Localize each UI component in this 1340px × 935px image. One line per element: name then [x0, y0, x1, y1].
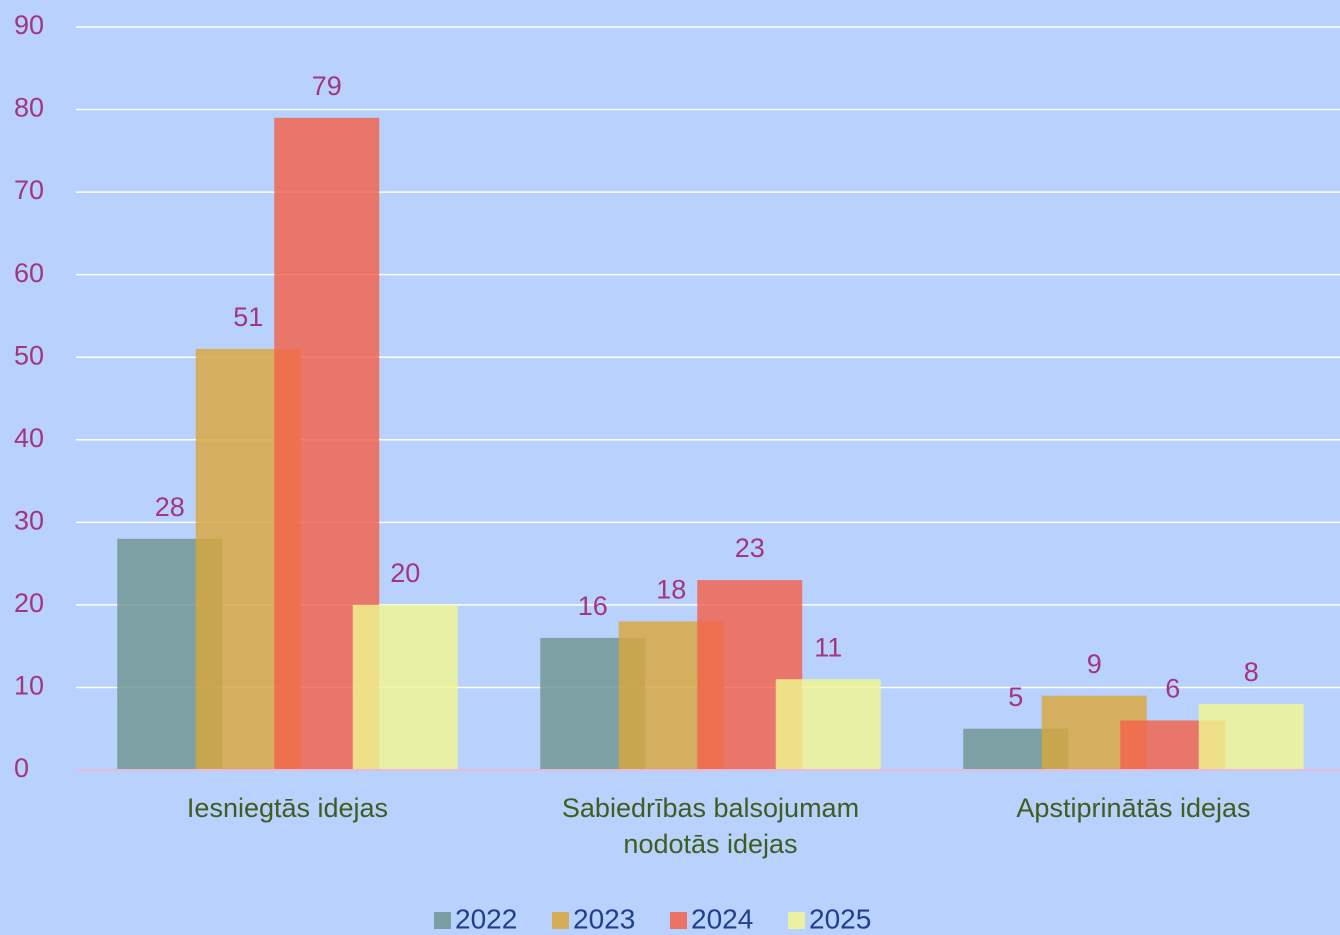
- data-label: 16: [578, 591, 608, 621]
- data-label: 51: [233, 302, 263, 332]
- y-tick-label: 80: [14, 93, 44, 123]
- x-tick-label: Apstiprinātās idejas: [1016, 793, 1251, 823]
- legend-label: 2023: [573, 903, 635, 934]
- data-label: 11: [814, 632, 842, 662]
- data-label: 28: [155, 492, 185, 522]
- legend-label: 2024: [691, 903, 753, 934]
- legend-swatch: [434, 912, 451, 929]
- y-tick-label: 20: [14, 588, 44, 618]
- legend-label: 2025: [809, 903, 871, 934]
- y-tick-label: 50: [14, 340, 44, 370]
- y-tick-label: 30: [14, 505, 44, 535]
- y-tick-label: 90: [14, 10, 44, 40]
- data-label: 8: [1244, 657, 1259, 687]
- data-label: 23: [735, 533, 765, 563]
- x-tick-label: Iesniegtās idejas: [186, 793, 389, 823]
- bar: [352, 604, 458, 770]
- y-tick-label: 0: [14, 753, 29, 783]
- data-label: 5: [1008, 682, 1023, 712]
- y-tick-label: 60: [14, 258, 44, 288]
- y-tick-label: 10: [14, 671, 44, 701]
- data-label: 20: [390, 558, 420, 588]
- data-label: 18: [656, 575, 686, 605]
- legend-swatch: [552, 912, 569, 929]
- data-label: 9: [1087, 649, 1102, 679]
- y-tick-label: 40: [14, 423, 44, 453]
- legend-swatch: [670, 912, 687, 929]
- bar: [1198, 703, 1304, 770]
- bar: [775, 679, 881, 770]
- y-tick-label: 70: [14, 175, 44, 205]
- legend-label: 2022: [455, 903, 517, 934]
- data-label: 79: [312, 71, 342, 101]
- data-label: 6: [1165, 674, 1180, 704]
- x-tick-label: Sabiedrības balsojumam nodotās idejas: [561, 793, 860, 859]
- legend-swatch: [788, 912, 805, 929]
